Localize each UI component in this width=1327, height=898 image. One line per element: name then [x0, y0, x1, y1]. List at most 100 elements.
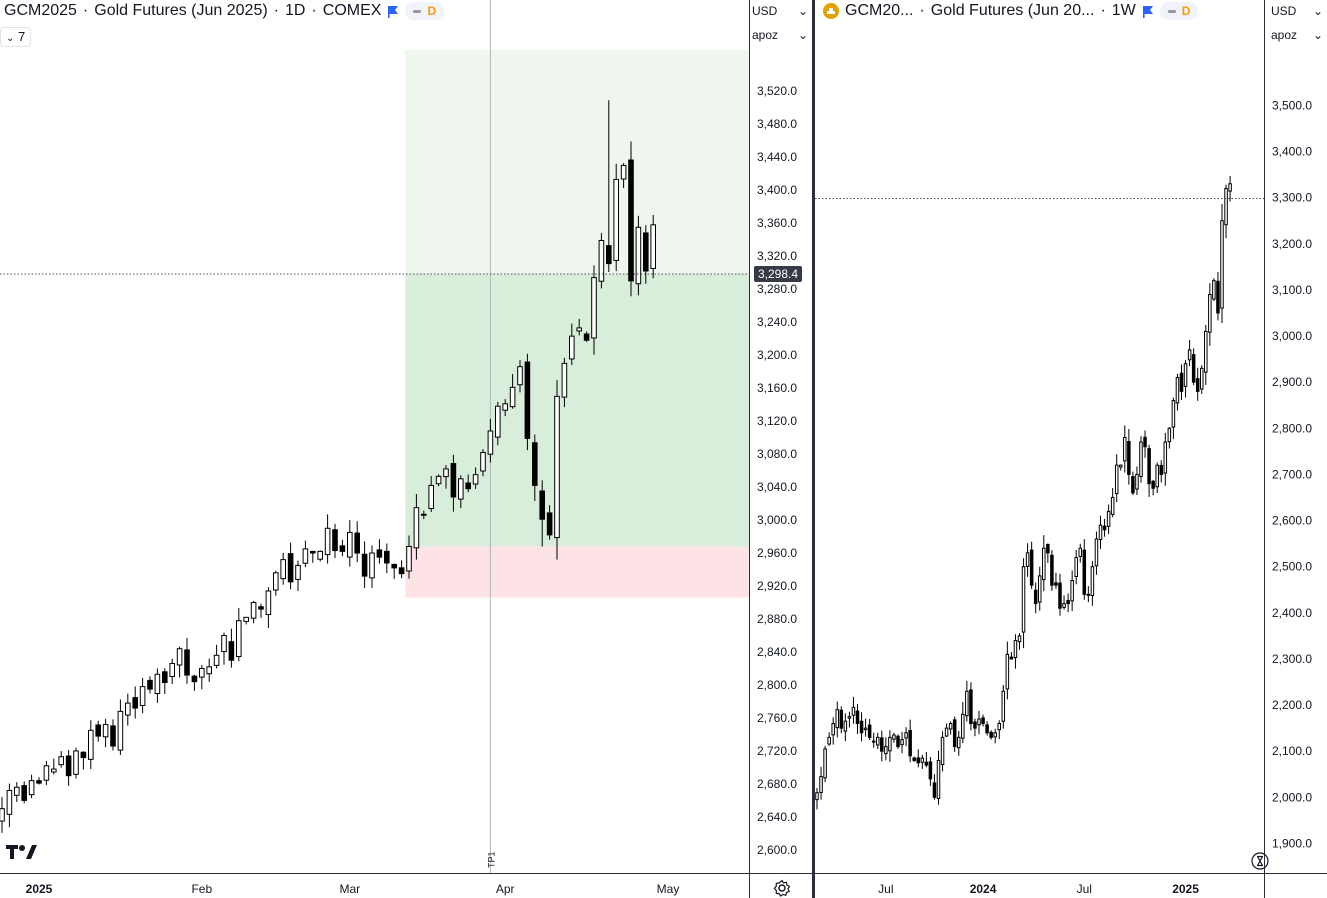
candle — [916, 749, 921, 768]
left-chart-canvas[interactable]: TP1 2,600.0 2,640.0 2,680.0 2,720.0 2,760.0 2,… — [0, 0, 812, 898]
candle-body — [213, 654, 220, 666]
candle-body — [892, 734, 896, 740]
candle — [43, 760, 50, 786]
candle-body — [835, 709, 840, 729]
right-chart-pane[interactable]: 1,900.0 2,000.0 2,100.0 2,200.0 2,300.0 2,400… — [815, 0, 1327, 898]
candle-body — [413, 507, 420, 549]
pane-divider[interactable] — [812, 0, 815, 898]
candle — [591, 265, 597, 355]
candle — [310, 550, 316, 563]
right-status-pill[interactable]: D — [1159, 2, 1199, 20]
candle-body — [952, 719, 957, 748]
right-unit-button[interactable]: apoz ⌄ — [1271, 28, 1323, 42]
candle — [847, 711, 852, 728]
candle — [51, 758, 57, 775]
candle — [546, 505, 553, 540]
indicator-count: 7 — [18, 29, 26, 44]
time-tick-label: Apr — [496, 882, 515, 896]
candle-body — [989, 731, 993, 738]
candle — [643, 225, 649, 284]
candle-body — [287, 553, 294, 583]
candle — [28, 774, 35, 799]
candle-body — [14, 786, 20, 796]
price-tick-label: 2,960.0 — [757, 546, 797, 560]
candle — [250, 600, 257, 624]
candle-body — [1001, 690, 1006, 722]
candle-body — [354, 532, 360, 554]
candle — [413, 494, 420, 560]
left-chart-pane[interactable]: TP1 2,600.0 2,640.0 2,680.0 2,720.0 2,760.0 2,… — [0, 0, 812, 898]
candle-body — [867, 724, 872, 738]
price-tick-label: 3,300.0 — [1272, 191, 1312, 205]
price-tick-label: 3,080.0 — [757, 447, 797, 461]
candle — [952, 716, 957, 752]
price-tick-label: 3,000.0 — [757, 513, 797, 527]
candle — [524, 353, 531, 451]
candle — [1118, 464, 1123, 471]
candle — [1159, 460, 1164, 483]
left-unit-button[interactable]: apoz ⌄ — [752, 28, 808, 42]
candle-body — [1046, 544, 1050, 554]
left-legend[interactable]: GCM2025 · Gold Futures (Jun 2025) · 1D ·… — [4, 2, 445, 20]
candle — [900, 731, 904, 754]
candle-body — [1062, 603, 1066, 608]
candle — [184, 637, 190, 684]
candle — [1017, 633, 1022, 650]
candle — [1033, 582, 1038, 614]
candle — [199, 665, 205, 690]
candle-body — [1175, 377, 1180, 404]
time-tick-label: 2024 — [970, 882, 997, 896]
candle — [1199, 365, 1204, 394]
left-currency-button[interactable]: USD ⌄ — [752, 4, 808, 18]
candle — [993, 728, 997, 744]
candle-body — [628, 159, 634, 282]
candle-body — [406, 545, 412, 572]
candle — [961, 702, 965, 744]
flag-icon[interactable] — [387, 5, 399, 18]
left-status-pill[interactable]: D — [405, 2, 445, 20]
candle — [443, 465, 449, 489]
candle — [1224, 184, 1228, 239]
candle — [1058, 573, 1062, 616]
right-currency-button[interactable]: USD ⌄ — [1271, 4, 1323, 18]
indicators-visibility-button[interactable]: ⌄ 7 — [0, 27, 32, 47]
candle — [391, 563, 397, 579]
right-legend[interactable]: GCM20... · Gold Futures (Jun 20... · 1W … — [823, 2, 1199, 20]
price-tick-label: 2,100.0 — [1272, 744, 1312, 758]
candle — [880, 730, 884, 762]
candle — [1204, 324, 1208, 385]
candle — [1013, 634, 1018, 669]
candle-body — [1058, 582, 1062, 609]
candle-body — [843, 720, 848, 732]
candle-body — [28, 780, 35, 796]
flag-icon[interactable] — [1142, 5, 1154, 18]
candle — [875, 732, 880, 749]
candle — [324, 514, 331, 564]
candle — [997, 720, 1002, 740]
candle-body — [871, 740, 876, 743]
right-chart-canvas[interactable]: 1,900.0 2,000.0 2,100.0 2,200.0 2,300.0 2,400… — [815, 0, 1327, 898]
candle — [80, 751, 87, 770]
candle-body — [110, 725, 116, 747]
candle — [169, 658, 175, 684]
candle-body — [977, 718, 981, 726]
candle — [598, 232, 605, 289]
candle-body — [1017, 635, 1022, 643]
left-currency-label: USD — [752, 4, 778, 18]
candle — [1062, 595, 1066, 610]
candle — [132, 686, 138, 719]
candle — [1050, 550, 1054, 591]
candle-body — [598, 239, 605, 282]
candle-body — [554, 395, 560, 539]
candle — [871, 732, 876, 748]
candle-body — [339, 545, 346, 552]
candle — [888, 730, 892, 762]
candle-body — [635, 226, 642, 285]
candle — [354, 521, 360, 563]
candle-body — [6, 790, 13, 815]
candle-body — [95, 724, 101, 737]
price-tick-label: 3,120.0 — [757, 414, 797, 428]
candle — [243, 616, 249, 625]
candle — [102, 718, 109, 748]
candle-body — [831, 723, 835, 736]
